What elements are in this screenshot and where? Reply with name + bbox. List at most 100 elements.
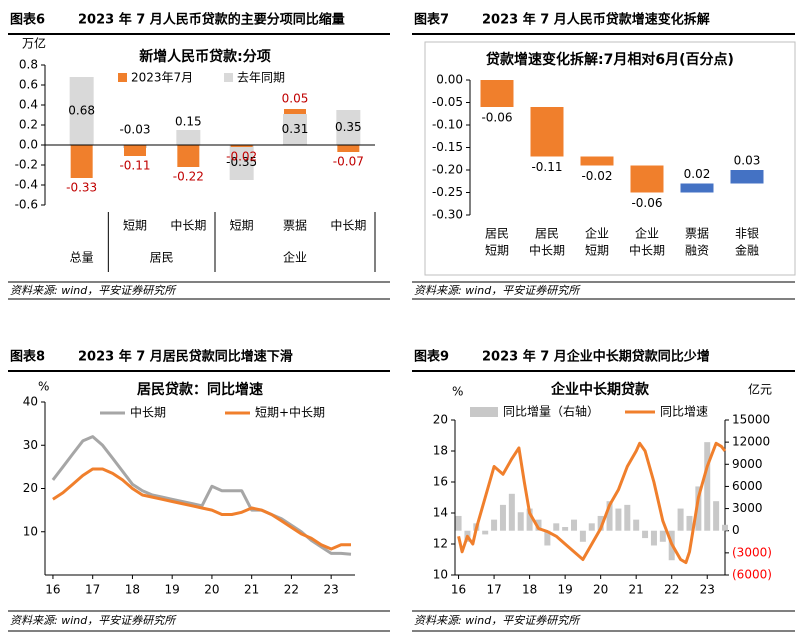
- source-note: 资料来源: wind，平安证券研究所: [10, 614, 177, 627]
- category-label: 企业: [585, 226, 609, 241]
- y-tick-label: 10: [433, 568, 448, 582]
- bar: [491, 519, 498, 531]
- figure-label: 图表6: [10, 12, 45, 28]
- y-unit: 万亿: [22, 36, 46, 51]
- y-tick-label: -0.10: [432, 118, 463, 132]
- category-label: 短期: [230, 219, 254, 233]
- bar: [337, 145, 360, 152]
- category-label: 居民: [535, 227, 559, 241]
- line-series: [52, 467, 351, 551]
- figure-label: 图表9: [414, 349, 449, 365]
- bar: [284, 109, 306, 114]
- bar: [650, 530, 657, 546]
- bar: [530, 107, 564, 157]
- chart-title: 居民贷款：同比增速: [137, 381, 263, 398]
- chart-title: 企业中长期贷款: [550, 381, 650, 398]
- y-tick-label: 14: [433, 506, 448, 520]
- x-tick-label: 16: [451, 583, 466, 597]
- y-tick-label: 6000: [732, 479, 763, 493]
- x-tick-label: 16: [45, 583, 60, 597]
- y-tick-label: -0.20: [432, 163, 463, 177]
- bar: [230, 145, 253, 147]
- line-series: [457, 441, 727, 565]
- y-tick-label: 0.2: [19, 118, 38, 132]
- legend-label: 短期+中长期: [255, 405, 325, 420]
- bar: [229, 145, 254, 180]
- bar: [535, 519, 542, 531]
- bar: [553, 523, 560, 531]
- x-tick-label: 22: [284, 583, 299, 597]
- y-tick-label: 18: [433, 444, 448, 458]
- bar: [630, 165, 664, 193]
- category-label: 短期: [485, 244, 509, 258]
- bar: [704, 442, 711, 531]
- category-label: 票据: [283, 219, 307, 233]
- legend-label: 同比增速: [660, 405, 708, 419]
- bar: [597, 515, 604, 531]
- value-label: -0.07: [333, 155, 364, 169]
- x-tick-label: 17: [486, 583, 501, 597]
- y-tick-label: 0.0: [19, 138, 38, 152]
- x-tick-label: 18: [125, 583, 140, 597]
- bar: [730, 170, 764, 184]
- bar: [176, 130, 201, 145]
- x-tick-label: 19: [165, 583, 180, 597]
- x-tick-label: 17: [85, 583, 100, 597]
- legend-swatch: [470, 407, 498, 417]
- bar: [177, 145, 200, 167]
- bar: [659, 530, 666, 542]
- chart-frame: [424, 41, 796, 276]
- value-label: -0.02: [226, 150, 257, 164]
- value-label: 0.35: [335, 120, 362, 134]
- value-label: -0.02: [581, 169, 612, 183]
- chart-title: 新增人民币贷款:分项: [139, 48, 271, 65]
- value-label: -0.22: [173, 170, 204, 184]
- value-label: 0.31: [282, 122, 309, 136]
- x-tick-label: 21: [244, 583, 259, 597]
- bar: [677, 508, 684, 531]
- value-label: 0.02: [684, 167, 711, 181]
- bar: [695, 486, 702, 531]
- bar: [508, 493, 515, 531]
- bar: [517, 512, 524, 531]
- figure-title: 2023 年 7 月企业中长期贷款同比少增: [482, 349, 710, 365]
- value-label: -0.06: [481, 111, 512, 125]
- y-tick-label: -0.6: [15, 198, 38, 212]
- y-tick-label: 12000: [732, 435, 770, 449]
- y-tick-label: 0: [732, 523, 740, 537]
- category-label: 居民: [485, 227, 509, 241]
- x-tick-label: 20: [204, 583, 219, 597]
- value-label: -0.11: [119, 159, 150, 173]
- x-tick-label: 21: [629, 583, 644, 597]
- bar: [283, 114, 307, 145]
- bar: [615, 508, 622, 531]
- y-tick-label: -0.25: [432, 185, 463, 199]
- figure-label: 图表7: [414, 12, 449, 28]
- bar: [69, 77, 94, 145]
- x-tick-label: 18: [522, 583, 537, 597]
- legend-swatch: [224, 73, 233, 82]
- group-label: 企业: [283, 250, 307, 265]
- legend-label: 2023年7月: [131, 71, 193, 85]
- bar: [482, 530, 489, 535]
- y-tick-label: 40: [23, 395, 38, 409]
- y-unit: %: [452, 385, 463, 399]
- category-label: 非银: [735, 227, 759, 241]
- value-label: -0.03: [119, 123, 150, 137]
- category-label: 中长期: [330, 218, 366, 233]
- y-tick-label: -0.4: [15, 178, 38, 192]
- y-tick-label: 15000: [732, 413, 770, 427]
- y-tick-label: 0.6: [19, 78, 38, 92]
- value-label: 0.05: [282, 92, 309, 106]
- value-label: 0.68: [68, 104, 95, 118]
- figure-title: 2023 年 7 月人民币贷款的主要分项同比缩量: [78, 12, 345, 28]
- category-label: 中长期: [529, 243, 565, 258]
- y-tick-label: 20: [433, 413, 448, 427]
- x-tick-label: 19: [557, 583, 572, 597]
- x-tick-label: 22: [664, 583, 679, 597]
- bar: [680, 183, 714, 193]
- y-unit: %: [38, 380, 49, 394]
- category-label: 金融: [735, 243, 759, 258]
- value-label: 0.15: [175, 115, 202, 129]
